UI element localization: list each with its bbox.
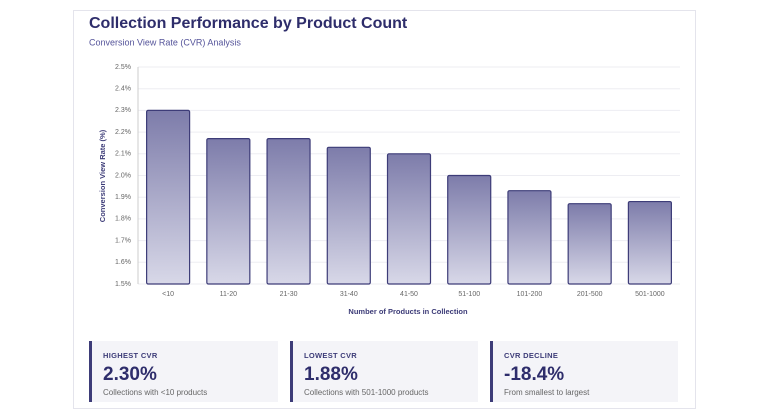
x-tick-label: 101-200 xyxy=(517,291,543,298)
chart-subtitle: Conversion View Rate (CVR) Analysis xyxy=(89,37,241,47)
bar xyxy=(206,138,251,285)
y-tick-label: 2.5% xyxy=(115,64,131,71)
y-tick-label: 2.0% xyxy=(115,172,131,179)
stat-label: HIGHEST CVR xyxy=(103,351,158,360)
bar xyxy=(627,200,672,285)
stat-note: Collections with <10 products xyxy=(103,388,208,397)
x-tick-label: 201-500 xyxy=(577,291,603,298)
stat-value: 1.88% xyxy=(304,364,358,385)
stat-card: LOWEST CVR 1.88% Collections with 501-10… xyxy=(290,341,478,402)
x-tick-label: 11-20 xyxy=(220,291,237,298)
bar xyxy=(146,109,191,285)
y-tick-label: 1.8% xyxy=(115,216,131,223)
stat-value: 2.30% xyxy=(103,364,157,385)
stat-card: CVR DECLINE -18.4% From smallest to larg… xyxy=(490,341,678,402)
x-tick-label: 51-100 xyxy=(458,291,480,298)
x-axis-label: Number of Products in Collection xyxy=(348,307,468,316)
stat-label: CVR DECLINE xyxy=(504,351,559,360)
y-tick-label: 2.3% xyxy=(115,107,131,114)
y-axis-label: Conversion View Rate (%) xyxy=(98,129,107,222)
bar xyxy=(567,203,612,285)
stat-value: -18.4% xyxy=(504,364,565,385)
stat-label: LOWEST CVR xyxy=(304,351,357,360)
bar xyxy=(266,138,311,285)
stat-card: HIGHEST CVR 2.30% Collections with <10 p… xyxy=(89,341,278,402)
bar xyxy=(326,146,371,285)
y-tick-label: 2.1% xyxy=(115,151,131,158)
chart-title: Collection Performance by Product Count xyxy=(89,15,408,32)
y-tick-label: 1.5% xyxy=(115,281,131,288)
x-tick-label: 21-30 xyxy=(280,291,298,298)
bar xyxy=(386,153,432,285)
y-tick-label: 2.4% xyxy=(115,86,131,93)
bar xyxy=(447,174,492,285)
stat-note: From smallest to largest xyxy=(504,388,590,397)
y-tick-label: 2.2% xyxy=(115,129,131,136)
x-tick-label: 41-50 xyxy=(400,291,418,298)
y-tick-label: 1.9% xyxy=(115,194,131,201)
y-tick-label: 1.6% xyxy=(115,259,131,266)
x-tick-label: 31-40 xyxy=(340,291,358,298)
x-tick-label: 501-1000 xyxy=(635,291,665,298)
stat-note: Collections with 501-1000 products xyxy=(304,388,429,397)
bar xyxy=(507,190,552,285)
y-tick-label: 1.7% xyxy=(115,237,131,244)
card xyxy=(73,10,696,409)
x-tick-label: <10 xyxy=(162,291,174,298)
